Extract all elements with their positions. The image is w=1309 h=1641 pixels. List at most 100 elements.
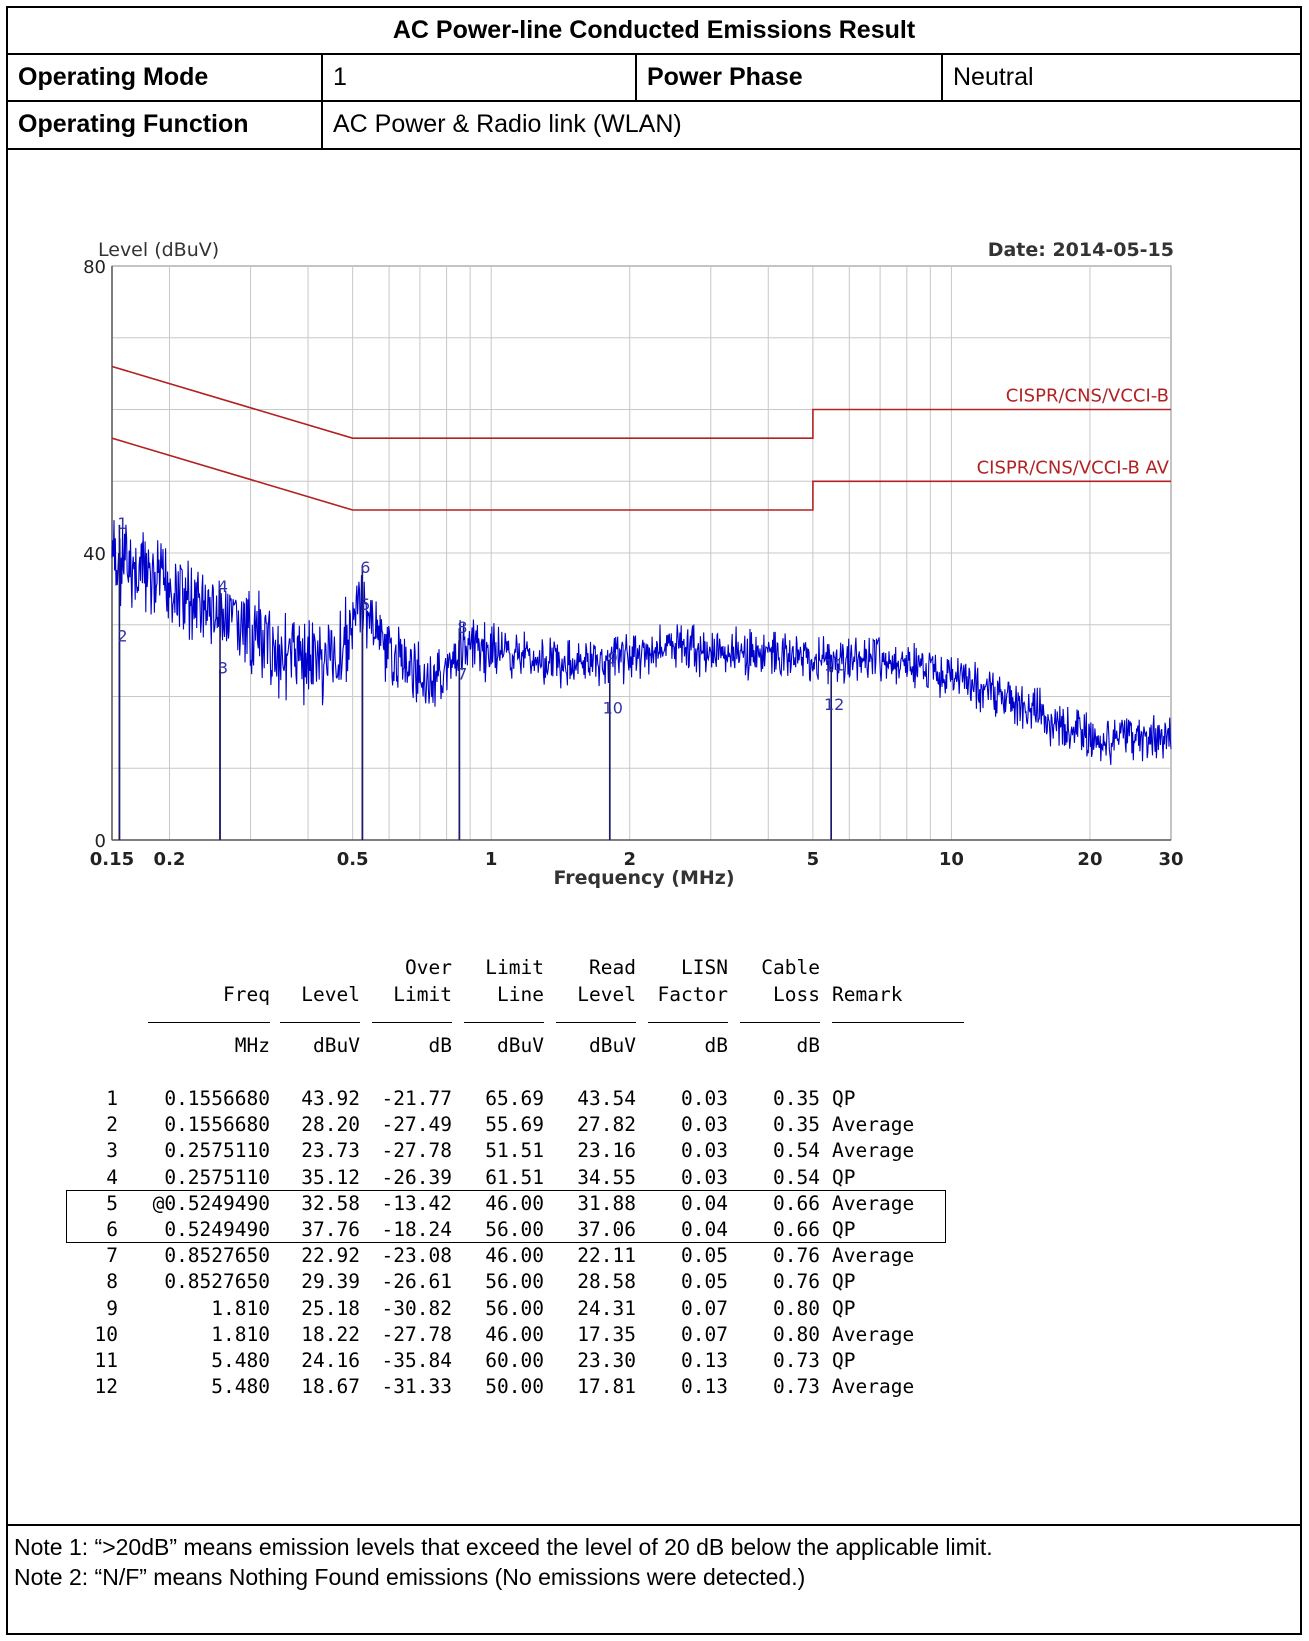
- table-cell: 7: [106, 1244, 118, 1268]
- table-cell: -13.42: [381, 1191, 452, 1215]
- table-cell: Level: [301, 983, 360, 1006]
- table-cell: MHz: [234, 1034, 270, 1057]
- table-cell: 0.76: [773, 1244, 820, 1268]
- x-tick-label: 20: [1077, 849, 1102, 870]
- table-cell: QP: [832, 1165, 856, 1189]
- table-cell: 17.81: [577, 1375, 636, 1399]
- table-cell: QP: [832, 1270, 856, 1294]
- table-cell: Average: [832, 1191, 915, 1215]
- table-cell: 0.8527650: [164, 1244, 270, 1268]
- table-row: 11 5.480 24.16 -35.84 60.00 23.30 0.13 0.73 QP: [8, 1349, 1300, 1375]
- table-cell: 5: [106, 1191, 118, 1215]
- table-cell: 34.55: [577, 1165, 636, 1189]
- operating-mode-label: Operating Mode: [18, 63, 209, 91]
- table-header-row: Over Limit Read LISN Cable: [8, 956, 1300, 982]
- table-cell: -27.78: [381, 1139, 452, 1163]
- operating-mode-row: Operating Mode 1 Power Phase Neutral: [8, 55, 1300, 102]
- table-cell: -23.08: [381, 1244, 452, 1268]
- table-cell: 0.2575110: [164, 1165, 270, 1189]
- table-cell: -18.24: [381, 1218, 452, 1241]
- y-tick-label: 0: [95, 831, 106, 852]
- table-cell: Average: [832, 1139, 915, 1163]
- table-cell: 0.35: [773, 1113, 820, 1137]
- power-phase-value: Neutral: [941, 55, 1300, 100]
- table-cell: dBuV: [589, 1034, 636, 1057]
- marker-label: 11: [824, 656, 844, 675]
- table-cell: Freq: [223, 983, 270, 1006]
- limit-line: [111, 365, 1171, 439]
- x-tick-label: 10: [939, 849, 964, 870]
- table-cell: Factor: [657, 983, 728, 1006]
- table-cell: 56.00: [485, 1218, 544, 1241]
- table-cell: 17.35: [577, 1322, 636, 1346]
- table-cell: 28.58: [577, 1270, 636, 1294]
- table-cell: 28.20: [301, 1113, 360, 1137]
- table-cell: Cable: [761, 956, 820, 979]
- table-cell: 2: [106, 1113, 118, 1137]
- table-cell: 0.13: [681, 1375, 728, 1399]
- table-cell: 0.2575110: [164, 1139, 270, 1163]
- table-cell: 35.12: [301, 1165, 360, 1189]
- table-cell: Remark: [832, 983, 903, 1006]
- header-underline: [148, 1022, 270, 1023]
- table-row: 3 0.2575110 23.73 -27.78 51.51 23.16 0.03 0.54 A…: [8, 1139, 1300, 1165]
- x-tick-label: 0.15: [90, 849, 134, 870]
- table-cell: 0.73: [773, 1349, 820, 1372]
- table-cell: 18.67: [301, 1375, 360, 1399]
- x-tick-label: 30: [1158, 849, 1183, 870]
- table-row: 8 0.8527650 29.39 -26.61 56.00 28.58 0.05 0.76 Q…: [8, 1270, 1300, 1296]
- table-cell: 0.1556680: [164, 1113, 270, 1137]
- marker-label: 7: [457, 665, 467, 684]
- table-cell: 31.88: [577, 1191, 636, 1215]
- header-underline: [464, 1022, 544, 1023]
- marker-label: 12: [824, 695, 844, 714]
- table-cell: 0.8527650: [164, 1270, 270, 1294]
- table-cell: 37.76: [301, 1218, 360, 1241]
- table-cell: 23.16: [577, 1139, 636, 1163]
- table-cell: 0.04: [681, 1191, 728, 1215]
- highlight-box: [66, 1189, 946, 1243]
- marker-label: 4: [218, 577, 228, 596]
- marker-label: 9: [608, 648, 618, 667]
- table-cell: 12: [94, 1375, 118, 1399]
- table-cell: 5.480: [211, 1349, 270, 1372]
- marker-label: 8: [457, 618, 467, 637]
- table-cell: Over: [405, 956, 452, 979]
- table-cell: 29.39: [301, 1270, 360, 1294]
- table-cell: Level: [577, 983, 636, 1006]
- table-row: 12 5.480 18.67 -31.33 50.00 17.81 0.13 0.73 Aver…: [8, 1375, 1300, 1401]
- table-cell: 24.16: [301, 1349, 360, 1372]
- table-cell: 0.76: [773, 1270, 820, 1294]
- x-tick-label: 5: [807, 849, 820, 870]
- x-tick-label: 1: [485, 849, 498, 870]
- table-cell: 0.5249490: [164, 1218, 270, 1241]
- table-cell: 0.66: [773, 1218, 820, 1241]
- table-row: 6 0.5249490 37.76 -18.24 56.00 37.06 0.04 0.66 Q…: [8, 1218, 1300, 1244]
- table-cell: 0.07: [681, 1296, 728, 1320]
- table-cell: 22.11: [577, 1244, 636, 1268]
- table-cell: dB: [704, 1034, 728, 1057]
- table-cell: @0.5249490: [152, 1191, 270, 1215]
- table-cell: 0.35: [773, 1087, 820, 1110]
- table-cell: 56.00: [485, 1270, 544, 1294]
- table-cell: 0.03: [681, 1087, 728, 1110]
- table-cell: 0.1556680: [164, 1087, 270, 1110]
- table-cell: 1.810: [211, 1296, 270, 1320]
- table-cell: -21.77: [381, 1087, 452, 1110]
- operating-function-label: Operating Function: [18, 110, 249, 138]
- table-cell: 0.03: [681, 1139, 728, 1163]
- header-underline: [832, 1022, 964, 1023]
- table-cell: 23.30: [577, 1349, 636, 1372]
- table-cell: dB: [796, 1034, 820, 1057]
- table-cell: 11: [94, 1349, 118, 1372]
- table-cell: Limit: [485, 956, 544, 979]
- limit-line-label: CISPR/CNS/VCCI-B AV: [977, 457, 1170, 478]
- table-cell: Line: [497, 983, 544, 1006]
- table-cell: 0.07: [681, 1322, 728, 1346]
- table-cell: Average: [832, 1244, 915, 1268]
- marker-label: 2: [117, 627, 127, 646]
- table-cell: 37.06: [577, 1218, 636, 1241]
- y-tick-label: 80: [83, 257, 106, 278]
- x-tick-label: 0.5: [337, 849, 369, 870]
